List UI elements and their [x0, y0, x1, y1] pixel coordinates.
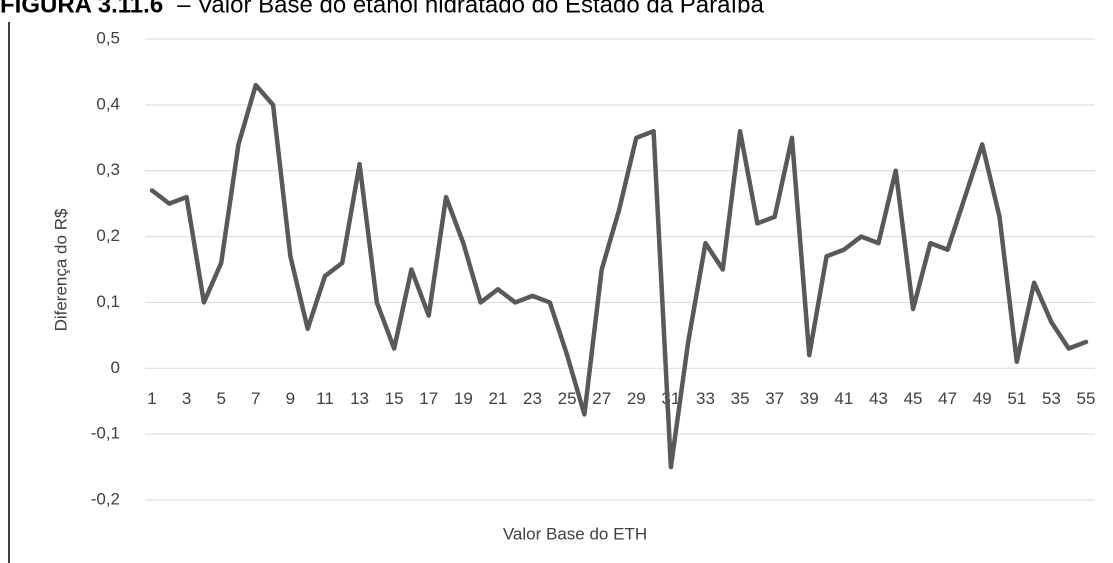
x-tick-label: 37 [765, 389, 784, 408]
x-tick-label: 41 [834, 389, 853, 408]
y-tick-label: 0 [111, 358, 120, 377]
y-tick-label: 0,1 [96, 292, 120, 311]
data-line [149, 82, 1089, 470]
x-tick-label: 29 [627, 389, 646, 408]
x-tick-label: 23 [523, 389, 542, 408]
y-tick-label: -0,1 [91, 424, 120, 443]
x-tick-label: 25 [558, 389, 577, 408]
x-axis-title: Valor Base do ETH [503, 524, 647, 543]
y-tick-label: -0,2 [91, 489, 120, 508]
x-tick-label: 43 [869, 389, 888, 408]
x-tick-label: 55 [1077, 389, 1096, 408]
x-tick-label: 27 [592, 389, 611, 408]
x-tick-label: 39 [800, 389, 819, 408]
x-tick-label: 35 [731, 389, 750, 408]
x-tick-label: 13 [350, 389, 369, 408]
x-tick-label: 51 [1007, 389, 1026, 408]
x-tick-label: 49 [973, 389, 992, 408]
x-tick-label: 9 [286, 389, 295, 408]
x-tick-label: 47 [938, 389, 957, 408]
x-tick-label: 21 [488, 389, 507, 408]
x-tick-label: 45 [904, 389, 923, 408]
x-tick-label: 1 [147, 389, 156, 408]
x-tick-label: 33 [696, 389, 715, 408]
x-tick-label: 15 [385, 389, 404, 408]
y-tick-label: 0,4 [96, 94, 120, 113]
y-axis-title: Diferença do R$ [51, 208, 70, 331]
x-tick-label: 19 [454, 389, 473, 408]
y-tick-label: 0,5 [96, 28, 120, 47]
x-tick-label: 53 [1042, 389, 1061, 408]
x-tick-label: 17 [419, 389, 438, 408]
y-tick-label: 0,3 [96, 160, 120, 179]
y-tick-label: 0,2 [96, 226, 120, 245]
x-tick-label: 5 [216, 389, 225, 408]
figure-label: FIGURA 3.11.6 [0, 0, 163, 18]
chart-title: – Valor Base do etanol hidratado do Esta… [177, 0, 764, 18]
x-tick-label: 7 [251, 389, 260, 408]
x-tick-label: 11 [316, 389, 334, 408]
x-tick-label: 3 [182, 389, 191, 408]
